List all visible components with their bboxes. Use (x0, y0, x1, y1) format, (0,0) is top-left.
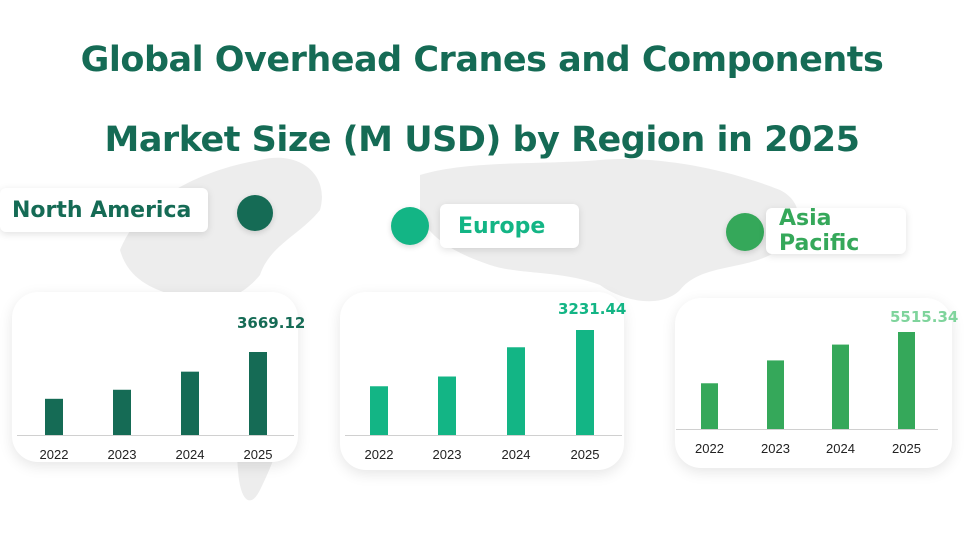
asia-pacific-bar-2024 (832, 344, 849, 429)
chart-title-line1: Global Overhead Cranes and Components (80, 40, 884, 80)
north-america-bar-2023 (113, 389, 131, 435)
europe-bar-2025 (576, 330, 594, 435)
north-america-bar-2022 (45, 398, 63, 435)
asia-pacific-value-label-2025: 5515.34 (890, 308, 958, 326)
north-america-marker-dot (237, 195, 273, 231)
region-name: North America (12, 197, 192, 223)
europe-tick-label-2022: 2022 (365, 447, 394, 462)
north-america-bar-2025 (249, 352, 267, 435)
north-america-tick-label-2025: 2025 (244, 447, 273, 462)
asia-pacific-bar-2022 (701, 383, 718, 429)
europe-tick-label-2025: 2025 (571, 447, 600, 462)
asia-pacific-tick-label-2023: 2023 (761, 441, 790, 456)
asia-pacific-bar-2023 (767, 360, 784, 429)
europe-tick-label-2024: 2024 (502, 447, 531, 462)
north-america-bar-2024 (181, 371, 199, 435)
north-america-tick-label-2024: 2024 (176, 447, 205, 462)
region-label-asia-pacific: Asia Pacific (766, 206, 906, 256)
north-america-tick-label-2023: 2023 (108, 447, 137, 462)
north-america-value-label-2025: 3669.12 (237, 314, 305, 332)
europe-bar-2024 (507, 347, 525, 435)
asia-pacific-marker-dot (726, 213, 764, 251)
region-name: Asia Pacific (779, 206, 860, 256)
europe-bar-2023 (438, 376, 456, 435)
asia-pacific-bar-2025 (898, 332, 915, 429)
asia-pacific-tick-label-2024: 2024 (826, 441, 855, 456)
chart-title-line2: Market Size (M USD) by Region in 2025 (104, 120, 860, 160)
europe-value-label-2025: 3231.44 (558, 300, 626, 318)
asia-pacific-tick-label-2025: 2025 (892, 441, 921, 456)
europe-bar-2022 (370, 386, 388, 435)
region-name: Europe (458, 213, 546, 239)
europe-marker-dot (391, 207, 429, 245)
asia-pacific-tick-label-2022: 2022 (695, 441, 724, 456)
region-label-north-america: North America (0, 188, 208, 232)
region-label-europe: Europe (440, 204, 579, 248)
north-america-tick-label-2022: 2022 (40, 447, 69, 462)
europe-tick-label-2023: 2023 (433, 447, 462, 462)
